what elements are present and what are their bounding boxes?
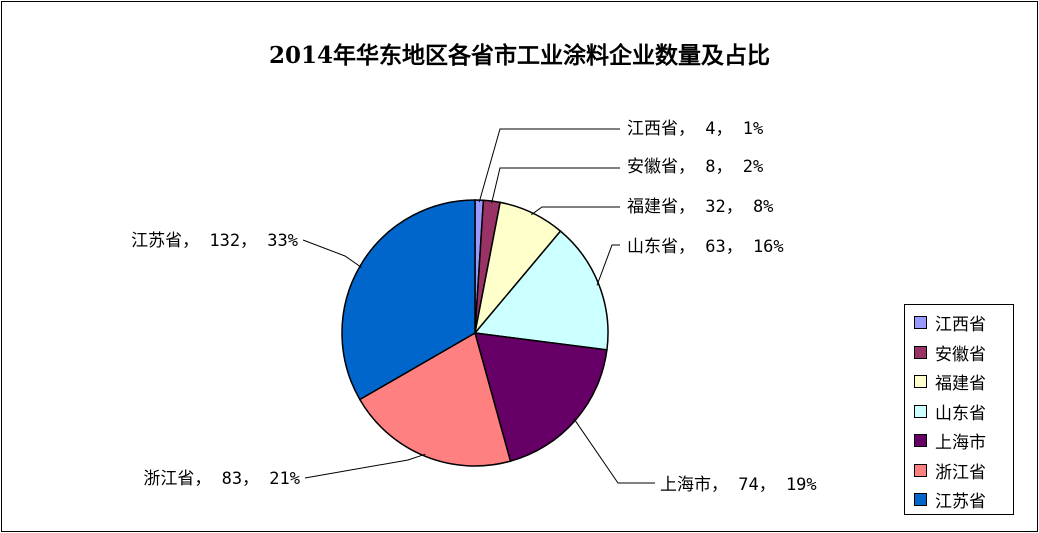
legend: 江西省安徽省福建省山东省上海市浙江省江苏省 xyxy=(904,304,1014,515)
legend-swatch xyxy=(914,434,927,448)
leader-line-6 xyxy=(304,453,426,479)
leader-line-3 xyxy=(531,206,620,216)
data-label-2: 安徽省， 8， 2% xyxy=(627,157,763,177)
data-label-4: 山东省， 63， 16% xyxy=(627,237,784,257)
legend-item: 浙江省 xyxy=(905,456,1013,486)
legend-swatch xyxy=(914,404,927,418)
legend-swatch xyxy=(914,493,927,507)
legend-label: 山东省 xyxy=(935,403,986,424)
leader-line-4 xyxy=(596,244,620,286)
legend-swatch xyxy=(914,463,927,477)
legend-label: 江西省 xyxy=(935,315,986,336)
pie-slice-6 xyxy=(358,331,512,467)
data-label-1: 江西省， 4， 1% xyxy=(627,119,763,139)
data-label-5: 上海市， 74， 19% xyxy=(660,475,817,495)
leader-line-1 xyxy=(478,128,620,203)
leader-line-2 xyxy=(491,167,620,204)
legend-item: 上海市 xyxy=(905,426,1013,456)
chart-title: 2014年华东地区各省市工业涂料企业数量及占比 xyxy=(268,42,770,69)
legend-label: 福建省 xyxy=(935,374,986,395)
legend-item: 福建省 xyxy=(905,367,1013,397)
pie-slice-4 xyxy=(473,230,609,351)
leader-line-7 xyxy=(302,239,362,268)
legend-item: 安徽省 xyxy=(905,338,1013,368)
legend-swatch xyxy=(914,345,927,359)
legend-swatch xyxy=(914,375,927,389)
data-label-3: 福建省， 32， 8% xyxy=(627,197,773,217)
data-label-6: 浙江省， 83， 21% xyxy=(143,469,300,489)
legend-label: 江苏省 xyxy=(935,492,986,513)
leader-line-5 xyxy=(573,418,655,484)
legend-label: 浙江省 xyxy=(935,462,986,483)
legend-label: 安徽省 xyxy=(935,344,986,365)
data-label-7: 江苏省， 132， 33% xyxy=(131,231,298,251)
legend-item: 江西省 xyxy=(905,308,1013,338)
legend-swatch xyxy=(914,316,927,330)
legend-label: 上海市 xyxy=(935,433,986,454)
legend-item: 江苏省 xyxy=(905,485,1013,515)
legend-item: 山东省 xyxy=(905,397,1013,427)
